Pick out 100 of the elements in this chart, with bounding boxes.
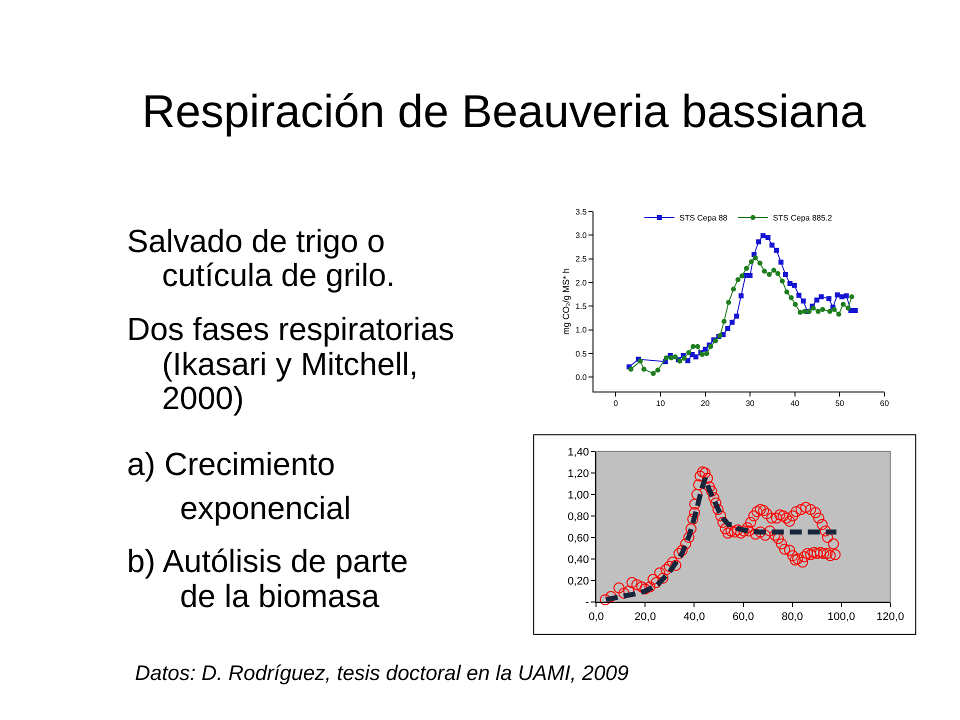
point: [730, 286, 736, 292]
x-tick-label: 30: [746, 399, 756, 408]
point: [641, 366, 646, 372]
y-tick-label: 2.5: [576, 254, 588, 264]
point: [664, 355, 669, 360]
y-tick-label: 1.0: [576, 326, 588, 335]
point: [748, 272, 753, 278]
point: [798, 310, 803, 315]
point: [628, 366, 634, 372]
text: Respiración de Beauveria bassiana: [142, 85, 866, 137]
y-axis-title: mg CO₂/g MS* h: [560, 268, 571, 335]
y-tick-label: 0,60: [568, 532, 590, 544]
point: [818, 294, 824, 300]
point: [849, 294, 854, 300]
y-tick-label: 0.5: [576, 349, 588, 358]
point: [836, 312, 842, 317]
x-tick-label: 20: [700, 399, 710, 408]
point: [672, 354, 678, 360]
x-tick-label: 100,0: [828, 611, 856, 624]
point: [820, 307, 826, 312]
y-tick-label: 0,80: [568, 510, 590, 523]
legend-label: STS Cepa 885.2: [772, 214, 833, 223]
text: Salvado de trigo o cutícula de grilo.: [127, 223, 396, 293]
y-tick-label: 3.5: [576, 207, 588, 216]
x-tick-label: 80,0: [782, 611, 803, 624]
point: [762, 268, 767, 274]
point: [844, 293, 849, 298]
point: [784, 290, 790, 294]
x-tick-label: 50: [835, 399, 845, 408]
y-tick-label: 2.0: [576, 278, 588, 288]
point: [757, 260, 762, 266]
x-tick-label: 0,0: [588, 611, 604, 624]
text: b) Autólisis de parte de la biomasa: [127, 543, 408, 614]
point: [792, 302, 798, 307]
point: [686, 350, 692, 356]
x-tick-label: 120,0: [876, 611, 904, 624]
point: [839, 294, 844, 300]
point: [748, 259, 754, 264]
y-tick-label: 3.0: [576, 230, 588, 240]
point: [802, 308, 808, 314]
y-tick-label: 1,20: [568, 468, 590, 480]
point: [787, 280, 792, 286]
y-tick-label: 1,00: [568, 489, 590, 502]
point: [852, 308, 858, 313]
point: [792, 282, 797, 288]
point: [685, 358, 690, 364]
y-tick-label: 0.0: [576, 373, 588, 382]
point: [744, 266, 749, 271]
y-tick-label: 1,40: [568, 446, 590, 458]
y-tick-label: -: [585, 596, 590, 609]
point: [739, 273, 744, 278]
point: [722, 318, 727, 324]
point: [650, 370, 656, 376]
x-tick-label: 20,0: [634, 611, 656, 624]
y-tick-label: 0,20: [568, 575, 590, 588]
point: [840, 302, 846, 307]
point: [756, 239, 762, 244]
x-tick-label: 40: [790, 399, 800, 408]
point: [826, 296, 832, 302]
point: [827, 308, 832, 314]
point: [655, 368, 660, 373]
point: [752, 255, 758, 260]
point: [693, 354, 698, 360]
point: [796, 292, 802, 298]
point: [780, 278, 785, 284]
text: Datos: D. Rodríguez, tesis doctoral en la UAMI, 2009: [135, 662, 630, 685]
point: [765, 235, 770, 240]
point: [834, 292, 840, 298]
point: [774, 248, 779, 253]
point: [738, 293, 744, 298]
point: [778, 260, 784, 265]
point: [814, 298, 820, 303]
point: [770, 242, 775, 248]
point: [734, 314, 740, 319]
point: [782, 272, 788, 277]
point: [725, 326, 730, 331]
y-tick-label: 0,40: [568, 554, 590, 566]
x-tick-label: 10: [656, 399, 666, 408]
text: Dos fases respiratorias (Ikasari y Mitchell, 2000): [127, 311, 454, 416]
point: [695, 344, 700, 349]
point: [735, 277, 740, 282]
point: [788, 295, 794, 300]
x-tick-label: 60: [880, 399, 890, 408]
point: [832, 307, 837, 312]
point: [800, 298, 806, 304]
x-tick-label: 40,0: [684, 611, 705, 624]
point: [760, 233, 766, 238]
x-tick-label: 0: [613, 399, 618, 408]
point: [730, 320, 735, 325]
point: [846, 306, 851, 311]
point: [690, 344, 696, 349]
point: [704, 351, 710, 356]
point: [771, 268, 776, 273]
point: [726, 300, 732, 305]
point: [816, 308, 821, 314]
point: [682, 356, 687, 361]
y-tick-label: 1.5: [576, 302, 588, 312]
legend-label: STS Cepa 88: [679, 214, 728, 223]
point: [775, 271, 780, 276]
point: [766, 272, 772, 277]
